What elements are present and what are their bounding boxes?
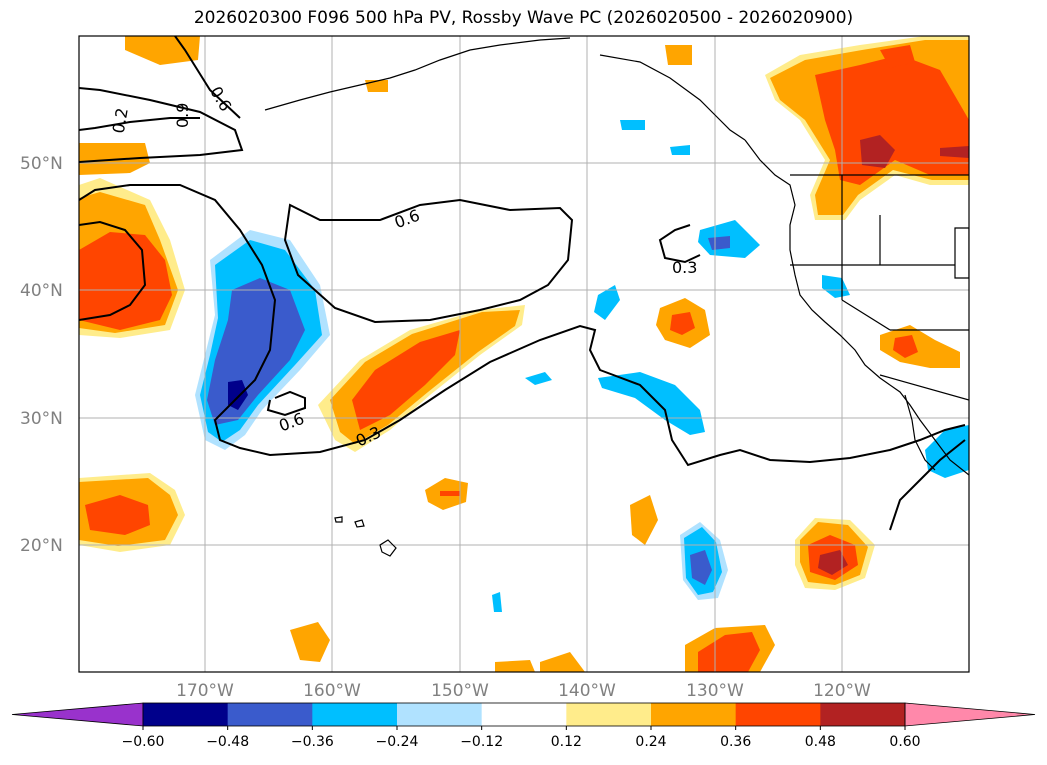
colorbar-segment — [820, 703, 906, 726]
coastline — [599, 54, 746, 141]
colorbar-tick-label: −0.60 — [122, 734, 165, 750]
contour-labels: 0.6 0.6 0.3 0.6 0.3 0.2 0.9 — [109, 83, 698, 450]
anomaly-positive — [818, 550, 848, 575]
coastline — [744, 139, 969, 476]
pv-contour — [658, 224, 701, 264]
pv-contour — [283, 198, 574, 324]
pv-contour — [79, 87, 244, 163]
lat-label: 30°N — [20, 409, 63, 429]
colorbar-tick-label: 0.48 — [805, 734, 836, 750]
anomaly-positive — [352, 330, 460, 430]
colorbar-tick-label: −0.36 — [291, 734, 334, 750]
anomaly-positive — [698, 632, 760, 672]
colorbar-tick-label: 0.36 — [720, 734, 751, 750]
anomaly-positive — [365, 80, 388, 92]
lon-label: 150°W — [431, 681, 489, 701]
colorbar-tick-label: −0.48 — [206, 734, 249, 750]
lat-label: 20°N — [20, 536, 63, 556]
anomaly-negative — [690, 550, 712, 585]
anomaly-positive — [630, 495, 658, 545]
anomaly-negative — [670, 145, 690, 155]
coastline — [334, 516, 343, 523]
colorbar-tick-label: −0.12 — [460, 734, 503, 750]
pv-contour — [889, 439, 966, 531]
lat-label: 50°N — [20, 154, 63, 174]
pv-contours — [79, 36, 966, 531]
coastline — [904, 394, 936, 471]
lat-label: 40°N — [20, 281, 63, 301]
anomaly-positive — [665, 45, 692, 65]
anomaly-positive — [940, 146, 969, 158]
anomaly-positive — [79, 232, 172, 330]
latitude-labels: 50°N 40°N 30°N 20°N — [20, 154, 63, 556]
lon-label: 160°W — [303, 681, 361, 701]
anomaly-positive — [815, 55, 969, 185]
colorbar-segment — [735, 703, 821, 726]
graticule — [79, 36, 969, 672]
pv-contour — [266, 390, 306, 417]
contour-label: 0.2 — [109, 106, 132, 134]
lon-label: 130°W — [686, 681, 744, 701]
pv-contour — [79, 184, 966, 467]
border — [879, 374, 969, 401]
colorbar-segment — [312, 703, 398, 726]
colorbar-segment — [566, 703, 652, 726]
anomaly-negative — [708, 236, 730, 250]
anomaly-positive — [540, 652, 585, 672]
anomaly-positive — [290, 622, 330, 662]
pv-contour — [79, 220, 147, 321]
pv-contour — [79, 117, 200, 131]
colorbar-ticks: −0.60 −0.48 −0.36 −0.24 −0.12 0.12 0.24 0.36 0.4… — [122, 726, 921, 750]
anomaly-positive — [893, 335, 918, 358]
lon-label: 120°W — [813, 681, 871, 701]
anomaly-negative — [598, 372, 705, 435]
colorbar-extension-low — [11, 702, 144, 727]
lon-label: 170°W — [176, 681, 234, 701]
anomaly-positive — [880, 325, 960, 368]
coastline — [264, 37, 571, 111]
colorbar — [11, 702, 1036, 727]
colorbar-tick-label: 0.24 — [635, 734, 666, 750]
anomaly-positive — [495, 660, 535, 672]
colorbar-tick-label: −0.24 — [376, 734, 419, 750]
border — [954, 227, 969, 279]
colorbar-tick-label: 0.12 — [551, 734, 582, 750]
anomaly-negative — [492, 592, 502, 612]
colorbar-segment — [481, 703, 567, 726]
colorbar-tick-label: 0.60 — [889, 734, 920, 750]
contour-label: 0.9 — [173, 103, 192, 128]
anomaly-positive — [880, 45, 915, 68]
anomaly-negative — [822, 275, 850, 298]
colorbar-segment — [143, 703, 229, 726]
colorbar-segment — [227, 703, 313, 726]
longitude-labels: 170°W 160°W 150°W 140°W 130°W 120°W — [176, 681, 871, 701]
anomaly-positive — [860, 135, 895, 168]
coastlines — [264, 37, 969, 557]
colorbar-segment — [397, 703, 483, 726]
lon-label: 140°W — [558, 681, 616, 701]
anomaly-negative — [594, 285, 620, 320]
anomaly-positive — [440, 491, 460, 496]
colorbar-segment — [651, 703, 737, 726]
coastline — [354, 519, 365, 528]
anomaly-positive — [85, 495, 150, 535]
anomaly-negative — [620, 120, 645, 130]
map-title: 2026020300 F096 500 hPa PV, Rossby Wave … — [193, 8, 854, 28]
anomaly-negative — [525, 372, 552, 385]
border — [841, 299, 891, 331]
pv-anomaly-shading — [79, 36, 969, 672]
anomaly-positive — [670, 312, 695, 335]
colorbar-extension-high — [904, 702, 1036, 727]
contour-label: 0.3 — [672, 258, 697, 277]
map-frame — [78, 35, 970, 673]
colorbar-outline — [142, 702, 906, 727]
coastline — [379, 539, 397, 557]
pv-contour — [174, 36, 241, 119]
